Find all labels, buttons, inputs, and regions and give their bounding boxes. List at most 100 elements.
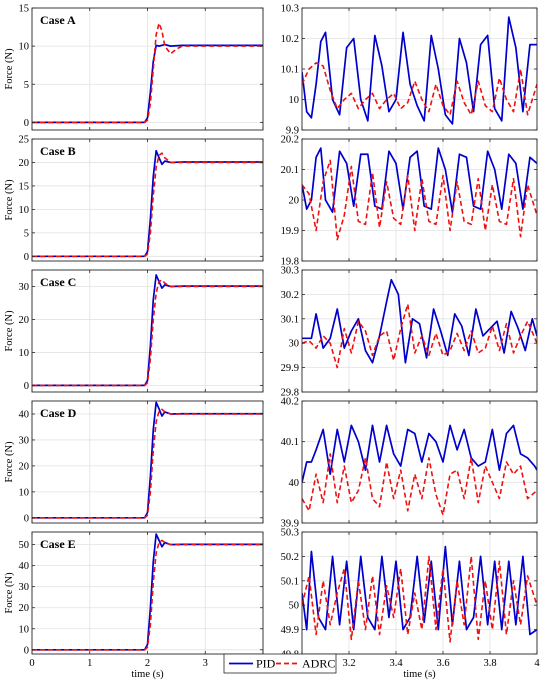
case-label: Case A xyxy=(40,13,76,27)
series-adrc-line xyxy=(32,22,263,124)
y-tick-label: 0 xyxy=(24,381,29,392)
y-tick-label: 49.9 xyxy=(281,625,299,636)
y-tick-label: 40.2 xyxy=(281,397,299,408)
y-tick-label: 19.8 xyxy=(281,257,299,268)
x-tick-label: 3.8 xyxy=(483,658,496,669)
series-pid-line xyxy=(302,278,537,364)
y-tick-label: 20 xyxy=(19,461,30,472)
y-tick-label: 30 xyxy=(289,339,300,350)
y-tick-label: 10 xyxy=(19,487,30,498)
y-tick-label: 0 xyxy=(24,252,29,263)
panel-case-c-full: 0 10 20 30 Force (N) Case C xyxy=(4,269,264,393)
plot-area xyxy=(302,270,537,392)
x-tick-label: 2 xyxy=(145,658,150,669)
y-tick-label: 0 xyxy=(24,645,29,656)
y-tick-label: 10 xyxy=(19,42,30,53)
case-label: Case C xyxy=(40,275,76,289)
x-tick-label: 3.4 xyxy=(389,658,403,669)
case-label: Case D xyxy=(40,406,77,420)
y-tick-label: 30 xyxy=(19,582,30,593)
series-pid-line xyxy=(302,147,537,214)
y-tick-label: 20 xyxy=(19,315,30,326)
panel-case-d-full: 0 10 20 30 40 Force (N) Case D xyxy=(4,400,264,524)
panel-case-b-zoom: 19.8 19.9 20 20.1 20.2 xyxy=(281,135,538,268)
y-tick-label: 30.1 xyxy=(281,314,299,325)
axes-frame xyxy=(301,531,538,655)
x-axis-label: time (s) xyxy=(403,669,436,680)
y-tick-label: 50.2 xyxy=(281,552,299,563)
y-tick-label: 30 xyxy=(19,435,30,446)
panel-case-e-full: 0102030405001234Force (N)time (s)Case E xyxy=(4,531,266,680)
series-adrc-line xyxy=(302,555,537,643)
x-tick-label: 3.6 xyxy=(436,658,449,669)
y-tick-label: 15 xyxy=(19,181,30,192)
x-tick-label: 3.2 xyxy=(342,658,355,669)
panel-case-d-zoom: 39.9 40 40.1 40.2 xyxy=(281,397,538,530)
y-tick-label: 10 xyxy=(19,624,30,635)
y-tick-label: 10.1 xyxy=(281,65,299,76)
series-pid-line xyxy=(32,43,263,124)
y-axis-label: Force (N) xyxy=(4,441,15,483)
panel-case-a-zoom: 9.9 10 10.1 10.2 10.3 xyxy=(281,4,538,137)
series-pid-line xyxy=(32,533,263,651)
y-axis-label: Force (N) xyxy=(4,310,15,352)
x-tick-label: 4 xyxy=(534,658,540,669)
y-tick-label: 20 xyxy=(19,158,30,169)
legend: PID ADRC xyxy=(223,653,337,674)
case-label: Case E xyxy=(40,537,76,551)
x-tick-label: 0 xyxy=(29,658,34,669)
y-tick-label: 0 xyxy=(24,118,29,129)
y-tick-label: 10 xyxy=(289,95,300,106)
y-tick-label: 40 xyxy=(19,409,30,420)
y-tick-label: 50 xyxy=(19,540,30,551)
y-tick-label: 15 xyxy=(19,4,30,15)
y-axis-label: Force (N) xyxy=(4,572,15,614)
series-adrc-line xyxy=(32,408,263,519)
y-tick-label: 50.1 xyxy=(281,576,299,587)
legend-adrc-label: ADRC xyxy=(302,657,335,671)
series-adrc-line xyxy=(302,453,537,516)
x-tick-label: 3 xyxy=(203,658,208,669)
y-tick-label: 30.3 xyxy=(281,266,299,277)
series-adrc-line xyxy=(302,303,537,369)
panel-case-a-full: 0 5 10 15 Force (N) Case A xyxy=(4,4,264,131)
series-adrc-line xyxy=(302,62,537,116)
y-tick-label: 9.9 xyxy=(286,126,299,137)
y-tick-label: 40.1 xyxy=(281,437,299,448)
y-tick-label: 50.3 xyxy=(281,528,299,539)
y-tick-label: 30 xyxy=(19,282,30,293)
series-pid-line xyxy=(302,16,537,125)
y-tick-label: 20.2 xyxy=(281,135,299,146)
series-pid-line xyxy=(302,424,537,483)
panel-case-b-full: 0 5 10 15 20 25 Force (N) Case B xyxy=(4,135,264,263)
x-tick-label: 1 xyxy=(87,658,92,669)
axes-frame xyxy=(301,400,538,524)
y-tick-label: 19.9 xyxy=(281,226,299,237)
series-adrc-line xyxy=(302,159,537,241)
legend-pid-label: PID xyxy=(256,657,276,671)
y-tick-label: 5 xyxy=(24,80,29,91)
y-tick-label: 39.9 xyxy=(281,519,299,530)
y-tick-label: 10 xyxy=(19,348,30,359)
y-tick-label: 20 xyxy=(289,196,300,207)
panel-case-c-zoom: 29.8 29.9 30 30.1 30.2 30.3 xyxy=(281,266,538,399)
series-adrc-line xyxy=(32,279,263,387)
series-adrc-line xyxy=(32,152,263,258)
y-tick-label: 40 xyxy=(289,478,300,489)
y-tick-label: 29.9 xyxy=(281,363,299,374)
y-tick-label: 0 xyxy=(24,513,29,524)
y-axis-label: Force (N) xyxy=(4,179,15,221)
y-tick-label: 40 xyxy=(19,561,30,572)
y-tick-label: 25 xyxy=(19,135,30,146)
y-tick-label: 5 xyxy=(24,228,29,239)
y-tick-label: 10 xyxy=(19,205,30,216)
y-tick-label: 10.2 xyxy=(281,34,299,45)
y-axis-label: Force (N) xyxy=(4,48,15,90)
axes-frame xyxy=(301,269,538,393)
y-tick-label: 10.3 xyxy=(281,4,299,15)
series-adrc-line xyxy=(32,539,263,651)
x-axis-label: time (s) xyxy=(131,669,164,680)
y-tick-label: 20.1 xyxy=(281,165,299,176)
case-label: Case B xyxy=(40,144,76,158)
